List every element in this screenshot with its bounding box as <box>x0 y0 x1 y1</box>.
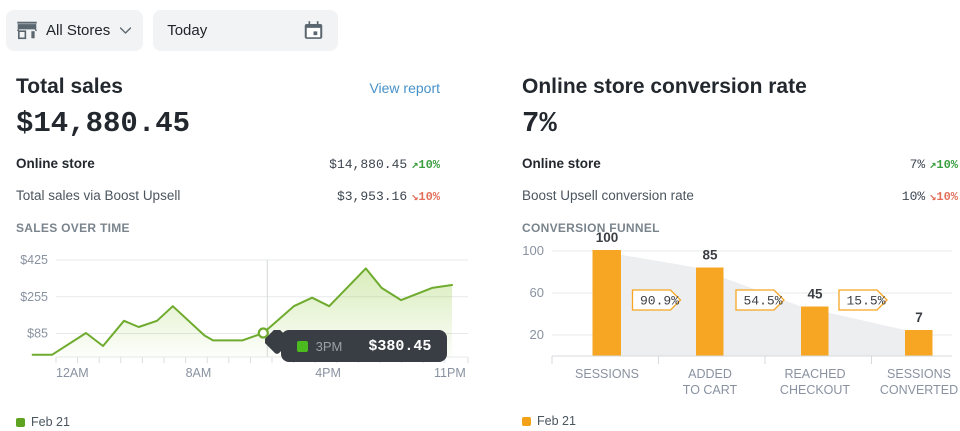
svg-text:4PM: 4PM <box>315 366 341 380</box>
svg-text:11PM: 11PM <box>434 366 466 380</box>
svg-text:REACHED: REACHED <box>784 367 845 381</box>
svg-text:$255: $255 <box>20 290 48 304</box>
svg-text:15.5%: 15.5% <box>847 294 886 309</box>
svg-text:7: 7 <box>915 310 923 325</box>
svg-text:CONVERTED: CONVERTED <box>880 383 958 397</box>
svg-text:60: 60 <box>530 285 544 300</box>
svg-text:100: 100 <box>596 231 619 245</box>
svg-text:54.5%: 54.5% <box>744 294 783 309</box>
svg-text:12AM: 12AM <box>56 366 89 380</box>
svg-text:100: 100 <box>522 243 544 258</box>
svg-text:20: 20 <box>530 327 544 342</box>
svg-text:90.9%: 90.9% <box>640 294 679 309</box>
svg-text:CHECKOUT: CHECKOUT <box>780 383 851 397</box>
svg-text:SESSIONS: SESSIONS <box>887 367 951 381</box>
svg-text:85: 85 <box>702 248 718 263</box>
svg-text:45: 45 <box>807 287 823 302</box>
svg-text:$425: $425 <box>20 255 48 267</box>
svg-text:SESSIONS: SESSIONS <box>575 367 639 381</box>
svg-text:ADDED: ADDED <box>688 367 732 381</box>
svg-text:TO CART: TO CART <box>683 383 738 397</box>
svg-text:8AM: 8AM <box>186 366 212 380</box>
svg-text:$85: $85 <box>27 327 48 341</box>
